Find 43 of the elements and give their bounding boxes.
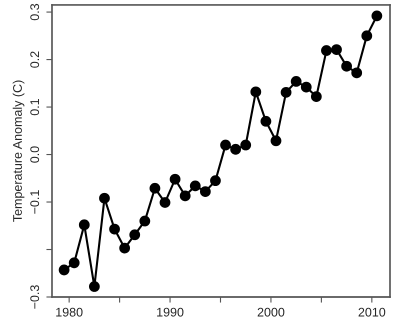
point <box>250 86 262 98</box>
point <box>270 135 282 146</box>
point <box>119 242 130 254</box>
point <box>361 30 372 42</box>
point <box>200 186 211 197</box>
x-tick-label: 2010 <box>358 308 386 317</box>
point <box>88 281 100 292</box>
point <box>190 180 201 192</box>
point <box>129 229 140 240</box>
point <box>280 86 292 98</box>
point <box>170 174 180 185</box>
point <box>99 192 110 204</box>
y-tick-label: 0.3 <box>30 4 40 20</box>
point <box>351 67 362 78</box>
point <box>321 45 332 56</box>
point <box>109 224 120 234</box>
point <box>210 175 221 186</box>
x-tick-label: 1980 <box>56 308 83 317</box>
point <box>300 82 312 92</box>
point <box>58 264 70 276</box>
y-tick-label: 0.1 <box>30 98 40 116</box>
point <box>230 144 242 155</box>
point <box>160 197 170 208</box>
point <box>240 140 252 150</box>
point <box>341 60 352 72</box>
y-axis-title: Temperature Anomaly (C) <box>12 80 24 222</box>
point <box>260 116 272 127</box>
point <box>220 140 231 150</box>
point <box>150 182 160 194</box>
y-tick-label: −0.3 <box>30 285 40 309</box>
x-tick-label: 1990 <box>157 308 184 317</box>
y-tick-label: 0.2 <box>30 52 40 68</box>
point <box>310 91 322 102</box>
x-tick-label: 2000 <box>258 308 284 317</box>
point <box>78 219 90 230</box>
point <box>290 76 302 87</box>
y-tick-label: 0.0 <box>30 146 40 163</box>
point <box>68 257 80 268</box>
y-tick-label: −0.1 <box>30 190 40 214</box>
point <box>331 44 342 55</box>
point <box>372 10 382 22</box>
point <box>139 216 150 226</box>
point <box>180 190 191 202</box>
